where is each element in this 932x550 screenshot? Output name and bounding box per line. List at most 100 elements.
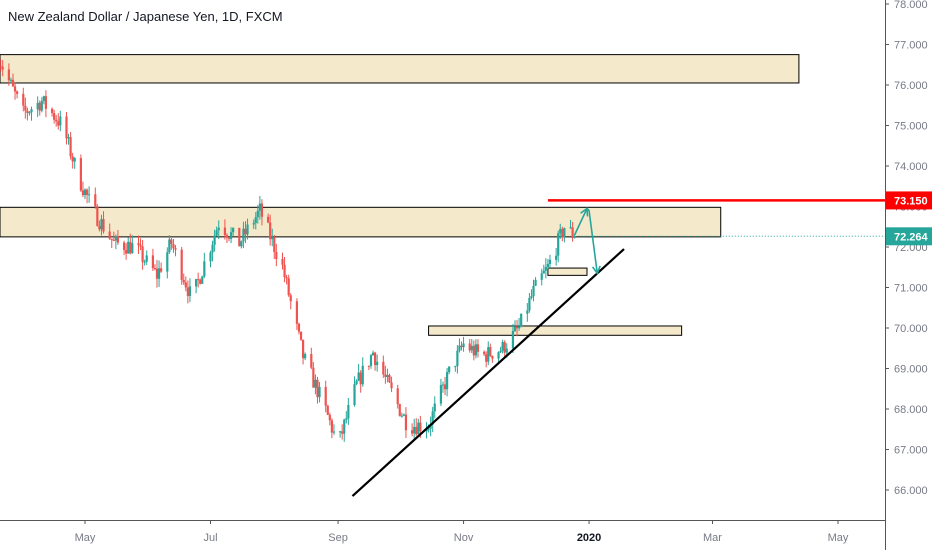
candle-body [188,286,192,297]
candle-body [528,297,531,311]
candle-body [569,227,572,229]
candle-body [304,353,307,359]
candle-body [439,385,443,404]
candle-body [359,372,362,385]
candle-body [174,248,177,250]
chart-title: New Zealand Dollar / Japanese Yen, 1D, F… [8,9,283,24]
candle-body [314,379,317,388]
candle-body [526,310,529,314]
candle-body [223,227,227,236]
candle-body [330,420,333,433]
candle-body [318,386,321,398]
candle-body [445,372,449,390]
candle-body [328,414,331,421]
candle-body [448,366,451,373]
candle-body [534,279,537,286]
candle-body [503,342,506,353]
candle-body [114,236,117,241]
candle-body [232,227,235,233]
candle-body [472,345,475,356]
candle-body [505,348,508,353]
candle-body [65,116,68,139]
candle-body [88,194,91,196]
candle-body [275,251,278,260]
price-tick-label: 67.000 [894,445,928,457]
candle-body [513,326,517,331]
candle-body [240,241,243,247]
resistance-price-badge: 73.150 [886,191,932,210]
price-tick-label: 69.000 [894,364,928,376]
candle-body [36,102,39,110]
candle-body [55,119,58,122]
candle-body [390,382,393,389]
candle-body [197,279,200,281]
candle-body [499,350,502,353]
candle-body [367,365,371,367]
candle-body [518,326,521,329]
candle-body [371,352,375,356]
candle-body [287,278,290,296]
candle-body [182,279,185,283]
candle-body [155,268,159,279]
price-tick-label: 71.000 [894,283,928,295]
candle-body [30,109,33,113]
candle-body [44,96,48,109]
candle-body [7,69,10,81]
price-tick-label: 76.000 [894,80,928,92]
candle-body [186,287,189,297]
candle-body [57,121,60,126]
candle-body [127,241,130,254]
candle-body [22,93,25,106]
candle-body [69,137,72,157]
candle-body [417,422,420,435]
candle-body [353,384,356,406]
candle-body [571,227,574,238]
candle-body [326,405,329,415]
candle-body [431,411,434,425]
candle-body [520,313,523,327]
candle-body [456,350,459,366]
candle-body [71,156,74,162]
candle-body [316,379,319,398]
candle-body [38,102,41,111]
support-resistance-zone [0,206,722,238]
support-resistance-zone [428,325,683,336]
candle-body [184,282,187,288]
candle-body [557,233,560,256]
candle-body [489,347,492,356]
candle-body [139,245,142,247]
candle-body [112,239,115,241]
candle-body [361,365,364,385]
candle-body [299,331,303,340]
candle-body [98,225,101,230]
trendline [351,248,625,497]
candle-body [573,236,576,238]
last-price-badge: 72.264 [886,227,932,246]
candle-body [419,422,422,432]
candle-body [454,365,457,367]
candle-body [376,361,379,366]
candle-body [433,403,436,412]
candle-body [145,255,148,262]
candle-body [53,113,56,120]
candle-body [483,351,486,355]
candle-body [141,246,144,262]
candle-body [16,91,19,94]
candle-body [404,414,408,431]
candle-body [301,339,305,359]
candle-body [460,345,463,348]
candle-body [83,189,87,196]
support-resistance-zone [0,54,800,84]
candle-body [382,361,385,375]
candle-body [40,101,43,111]
candle-body [170,239,173,244]
candle-body [0,65,2,67]
candle-body [211,244,214,253]
candle-body [369,355,373,366]
price-axis-bg [885,0,932,550]
annotations-layer [351,199,885,497]
candle-body [217,227,220,231]
candle-body [244,228,247,235]
